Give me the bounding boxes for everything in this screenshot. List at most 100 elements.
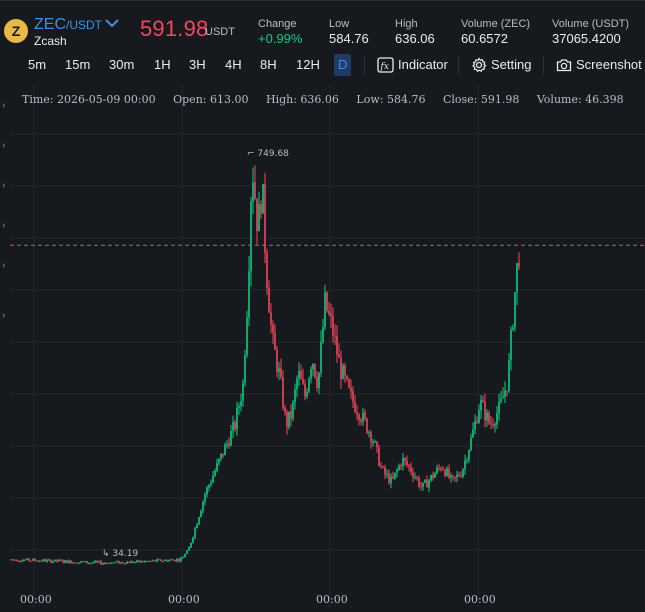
timeframe-12h[interactable]: 12H xyxy=(296,57,320,72)
axis-arrow-icon: › xyxy=(2,140,6,151)
candle-body xyxy=(268,287,270,313)
candle-body xyxy=(322,326,324,342)
candle xyxy=(384,464,386,479)
candle xyxy=(280,358,282,380)
min-price-marker: ↳ 34.19 xyxy=(102,549,139,559)
candle xyxy=(418,475,420,489)
candle-body xyxy=(74,562,76,564)
pair-quote: /USDT xyxy=(66,18,102,32)
candle xyxy=(292,400,294,422)
timeframe-8h[interactable]: 8H xyxy=(260,57,277,72)
timeframe-15m[interactable]: 15m xyxy=(65,57,91,72)
candle-body xyxy=(338,354,340,358)
last-price: 591.98 xyxy=(140,16,209,41)
candle xyxy=(256,198,258,245)
candle-body xyxy=(202,501,204,511)
candle xyxy=(406,455,408,468)
candle xyxy=(378,444,380,467)
candle-body xyxy=(150,560,152,562)
candle xyxy=(328,301,330,317)
timeframe-1h[interactable]: 1H xyxy=(154,57,171,72)
candle xyxy=(48,558,50,561)
candle-body xyxy=(138,560,140,563)
candle xyxy=(310,365,312,384)
candle-body xyxy=(366,418,368,433)
candle-body xyxy=(390,476,392,484)
candle xyxy=(294,383,296,410)
candle xyxy=(410,462,412,476)
candle-body xyxy=(358,414,360,421)
candle-body xyxy=(140,560,142,563)
candle-body xyxy=(328,310,330,314)
candle-body xyxy=(206,487,208,495)
candle-body xyxy=(314,364,316,378)
candle xyxy=(414,472,416,480)
candle-body xyxy=(428,480,430,488)
timeframe-3h[interactable]: 3H xyxy=(189,57,206,72)
candle-body xyxy=(144,561,146,563)
candle xyxy=(174,559,176,562)
candle-body xyxy=(10,559,12,561)
candle-body xyxy=(242,382,244,401)
candlestick-chart[interactable] xyxy=(0,86,645,607)
candle-body xyxy=(288,411,290,427)
candle-body xyxy=(152,560,154,562)
candle xyxy=(466,457,468,464)
setting-button[interactable]: Setting xyxy=(471,55,531,75)
candle-body xyxy=(208,485,210,488)
change-stat: Change +0.99% xyxy=(258,17,302,47)
volume-quote-stat: Volume (USDT) 37065.4200 xyxy=(552,17,629,47)
candle-body xyxy=(62,560,64,563)
indicator-button[interactable]: fx Indicator xyxy=(377,55,448,75)
candle xyxy=(118,560,120,565)
chart-area[interactable] xyxy=(0,86,645,607)
candle-body xyxy=(454,476,456,478)
timeframe-5m[interactable]: 5m xyxy=(28,57,47,72)
chevron-down-icon[interactable] xyxy=(104,16,120,30)
candle xyxy=(308,376,310,394)
candle-body xyxy=(518,263,520,267)
candle-body xyxy=(218,458,220,463)
high-stat: High 636.06 xyxy=(395,17,435,47)
candle xyxy=(498,393,500,421)
candle xyxy=(136,559,138,564)
candle-body xyxy=(418,478,420,487)
candle xyxy=(336,325,338,363)
candle xyxy=(356,404,358,421)
timeframe-30m[interactable]: 30m xyxy=(109,57,135,72)
candle xyxy=(210,479,212,488)
candle-body xyxy=(492,424,494,426)
candle-body xyxy=(132,561,134,563)
candle-body xyxy=(160,559,162,562)
candle-body xyxy=(158,559,160,561)
candle-body xyxy=(198,517,200,525)
top-border xyxy=(0,0,645,1)
candle xyxy=(274,323,276,350)
candle xyxy=(482,395,484,403)
candle-body xyxy=(494,424,496,426)
pair-selector[interactable]: ZEC/USDT xyxy=(34,16,102,34)
timeframe-d[interactable]: D xyxy=(334,54,352,76)
candle-body xyxy=(434,473,436,478)
candle xyxy=(134,561,136,564)
candle xyxy=(362,407,364,426)
candle-body xyxy=(154,560,156,562)
timeframe-4h[interactable]: 4H xyxy=(225,57,242,72)
candle-body xyxy=(68,560,70,564)
chart-toolbar: 5m 15m 30m 1H 3H 4H 8H 12H D fx Indicato… xyxy=(0,49,645,81)
candle-body xyxy=(414,477,416,479)
candle-body xyxy=(350,387,352,392)
candle-body xyxy=(170,559,172,561)
candle xyxy=(204,491,206,506)
candle xyxy=(478,404,480,424)
candle xyxy=(386,469,388,479)
screenshot-button[interactable]: Screenshot xyxy=(556,55,642,75)
candle xyxy=(120,562,122,564)
candle-body xyxy=(404,457,406,461)
volume-base-label: Volume (ZEC) xyxy=(461,18,531,30)
candle-body xyxy=(432,475,434,478)
candle xyxy=(180,556,182,563)
candle xyxy=(42,558,44,562)
candle xyxy=(382,465,384,469)
candle-body xyxy=(448,468,450,478)
